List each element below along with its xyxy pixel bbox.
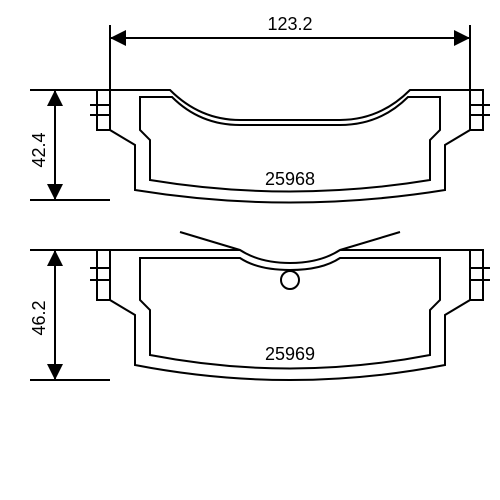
width-dimension: 123.2	[110, 14, 470, 90]
top-height-value: 42.4	[29, 132, 49, 167]
width-value: 123.2	[267, 14, 312, 34]
technical-drawing: 123.2 42.4 46.2 25968	[0, 0, 500, 500]
diagram-stage: 123.2 42.4 46.2 25968	[0, 0, 500, 500]
bottom-part-number: 25969	[265, 344, 315, 364]
top-part-number: 25968	[265, 169, 315, 189]
bottom-height-value: 46.2	[29, 300, 49, 335]
